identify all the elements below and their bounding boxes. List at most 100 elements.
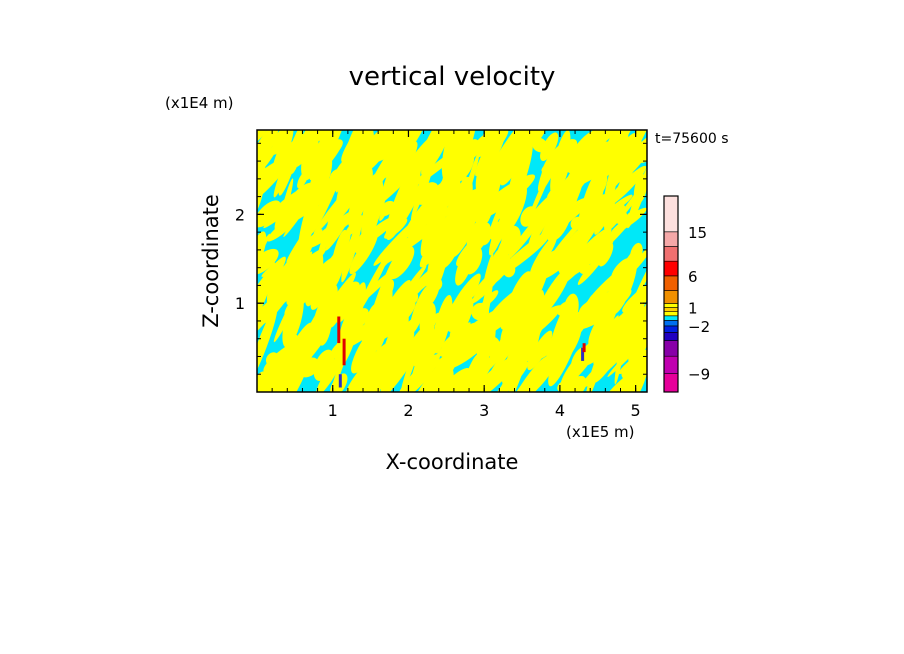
positive-region (490, 247, 509, 278)
positive-region (542, 160, 596, 223)
positive-region (257, 248, 279, 275)
x-tick-label: 5 (631, 401, 641, 420)
positive-region (413, 361, 444, 392)
positive-region (388, 246, 415, 280)
positive-region (549, 194, 574, 241)
positive-region (278, 130, 304, 196)
positive-region (325, 211, 352, 251)
positive-region (329, 229, 348, 288)
positive-region (257, 262, 276, 326)
x-tick-label: 1 (328, 401, 338, 420)
positive-region (279, 322, 314, 387)
positive-region (313, 183, 355, 235)
positive-region (452, 218, 476, 258)
positive-region (622, 281, 647, 313)
positive-region (259, 130, 305, 156)
positive-region (376, 334, 409, 390)
positive-region (344, 215, 365, 237)
chart-title: vertical velocity (349, 62, 556, 92)
positive-region (511, 368, 546, 392)
time-label: t=75600 s (655, 131, 729, 147)
positive-region (574, 216, 633, 274)
positive-region (373, 158, 396, 227)
positive-region (541, 320, 586, 356)
positive-region (539, 339, 547, 354)
positive-region (382, 235, 422, 266)
positive-region (257, 130, 280, 194)
positive-region (266, 184, 316, 223)
y-scale-label: (x1E4 m) (165, 94, 234, 112)
positive-region (466, 222, 491, 251)
positive-region (407, 332, 429, 392)
positive-region (310, 161, 345, 234)
positive-region (562, 130, 625, 168)
colorbar-segment (663, 275, 679, 291)
positive-region (561, 229, 595, 265)
x-scale-label: (x1E5 m) (566, 423, 635, 441)
colorbar-segment (663, 311, 679, 317)
positive-region (266, 217, 296, 242)
velocity-streak (581, 347, 585, 361)
strong-velocity-streaks (337, 316, 586, 388)
positive-region (257, 295, 286, 349)
positive-region (292, 130, 330, 168)
velocity-streak (337, 316, 341, 344)
positive-region (349, 231, 378, 275)
colorbar-segment (663, 355, 679, 374)
colorbar-segment (663, 195, 679, 233)
positive-region (376, 301, 416, 341)
positive-region (575, 376, 585, 387)
positive-region (379, 201, 390, 221)
positive-region (424, 195, 440, 212)
velocity-streak (342, 338, 346, 366)
positive-region (468, 130, 520, 159)
positive-region (262, 130, 298, 170)
positive-region (464, 246, 483, 275)
positive-region (298, 357, 320, 378)
colorbar-segment (663, 332, 679, 341)
positive-region (579, 315, 619, 370)
positive-region (384, 130, 429, 174)
positive-region (431, 277, 443, 291)
positive-region (632, 144, 646, 161)
positive-region (363, 337, 374, 381)
positive-region (475, 130, 516, 177)
positive-region (499, 130, 534, 186)
positive-region (577, 144, 607, 190)
colorbar: 15 6 1−2 −9 (663, 195, 710, 393)
velocity-streak (338, 374, 342, 388)
plot-frame (256, 129, 648, 393)
y-tick-label: 2 (235, 205, 245, 224)
positive-region (596, 141, 615, 164)
positive-region (446, 309, 464, 333)
positive-region (325, 281, 360, 321)
positive-region (630, 242, 643, 264)
positive-region (473, 370, 487, 384)
positive-region (536, 229, 586, 274)
x-tick-label: 3 (479, 401, 489, 420)
positive-region (527, 208, 548, 251)
x-axis: 1 2 3 4 5 (271, 130, 641, 420)
colorbar-segment (663, 315, 679, 321)
positive-region (301, 138, 320, 181)
colorbar-segment (663, 373, 679, 393)
positive-region (449, 172, 500, 239)
positive-region (520, 206, 537, 227)
colorbar-label: 1 (688, 300, 698, 318)
positive-region (602, 157, 619, 219)
positive-region (489, 298, 520, 332)
velocity-streak (582, 343, 586, 353)
positive-region (405, 343, 420, 367)
positive-region (341, 130, 378, 163)
positive-region (438, 373, 465, 392)
x-axis-label: X-coordinate (386, 450, 519, 474)
positive-region (514, 256, 551, 326)
colorbar-segment (663, 231, 679, 247)
positive-region (418, 130, 465, 167)
positive-region (440, 306, 508, 358)
colorbar-segment (663, 340, 679, 357)
positive-region (577, 247, 609, 285)
colorbar-label: −2 (688, 318, 710, 336)
positive-region (593, 328, 629, 363)
